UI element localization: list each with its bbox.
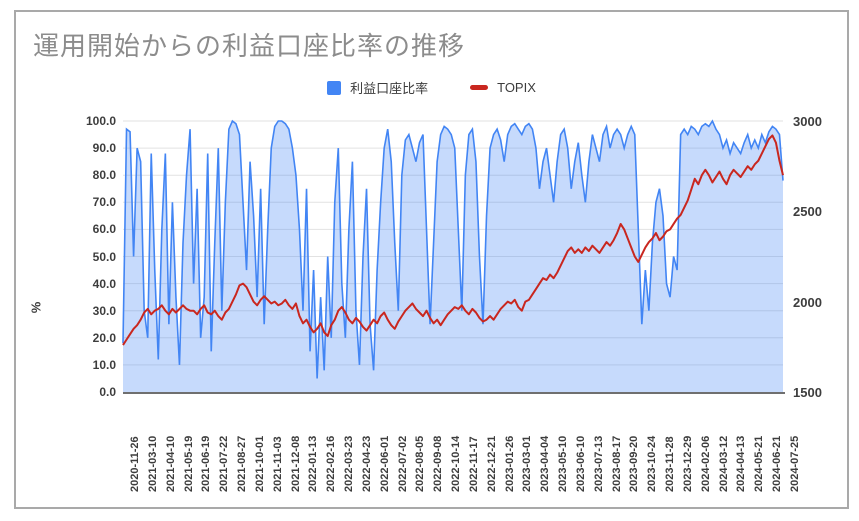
blue-square-swatch-icon <box>327 80 342 95</box>
x-axis-tick-2022-04-23: 2022-04-23 <box>360 435 373 492</box>
legend: 利益口座比率 TOPIX <box>16 78 847 97</box>
left-axis-tick-40.0: 40.0 <box>92 276 116 291</box>
left-axis-title: % <box>28 301 44 314</box>
legend-item-topix: TOPIX <box>470 80 536 95</box>
x-axis-tick-2022-06-01: 2022-06-01 <box>378 435 391 492</box>
x-axis-tick-2022-12-21: 2022-12-21 <box>485 435 498 492</box>
x-axis-tick-2023-07-13: 2023-07-13 <box>592 435 605 492</box>
left-axis-tick-10.0: 10.0 <box>92 357 116 372</box>
legend-label-topix: TOPIX <box>497 80 536 95</box>
left-axis-tick-50.0: 50.0 <box>92 249 116 264</box>
left-axis-tick-100.0: 100.0 <box>85 114 116 128</box>
profit-ratio-line <box>122 119 784 379</box>
x-axis-tick-2022-09-08: 2022-09-08 <box>432 435 445 492</box>
left-axis-tick-60.0: 60.0 <box>92 222 116 237</box>
x-axis-tick-2024-03-12: 2024-03-12 <box>717 435 730 492</box>
x-axis-tick-2023-06-10: 2023-06-10 <box>574 435 587 492</box>
right-axis-tick-2000: 2000 <box>793 294 822 310</box>
left-axis-tick-90.0: 90.0 <box>92 141 116 156</box>
x-axis-tick-2023-01-26: 2023-01-26 <box>503 435 516 492</box>
x-axis-tick-2024-05-21: 2024-05-21 <box>753 435 766 492</box>
x-axis-tick-2022-01-13: 2022-01-13 <box>307 435 320 492</box>
left-axis-tick-70.0: 70.0 <box>92 195 116 210</box>
x-axis-tick-2023-03-01: 2023-03-01 <box>521 435 534 492</box>
topix-line <box>122 134 784 346</box>
x-axis-tick-2022-02-16: 2022-02-16 <box>325 435 338 492</box>
x-axis-tick-2022-08-05: 2022-08-05 <box>414 435 427 492</box>
x-axis-tick-2022-10-14: 2022-10-14 <box>450 435 463 492</box>
x-axis-tick-2023-09-20: 2023-09-20 <box>628 435 641 492</box>
right-axis-tick-1500: 1500 <box>793 385 822 400</box>
x-axis-tick-2021-11-03: 2021-11-03 <box>271 436 284 492</box>
chart-card: 運用開始からの利益口座比率の推移 利益口座比率 TOPIX % 100.0 90.… <box>14 10 849 509</box>
legend-label-profit-ratio: 利益口座比率 <box>350 81 429 96</box>
right-axis-tick-2500: 2500 <box>793 204 822 220</box>
x-axis-tick-2021-06-19: 2021-06-19 <box>200 435 213 492</box>
x-axis-baseline <box>123 392 785 394</box>
right-axis-tick-3000: 3000 <box>793 114 822 129</box>
red-dash-swatch-icon <box>470 85 489 90</box>
legend-item-profit-ratio: 利益口座比率 <box>327 78 428 97</box>
x-axis-tick-2022-03-23: 2022-03-23 <box>343 435 356 492</box>
x-axis-tick-2023-04-04: 2023-04-04 <box>539 435 552 492</box>
left-axis-tick-20.0: 20.0 <box>92 330 116 345</box>
x-axis-tick-2022-11-17: 2022-11-17 <box>467 436 480 492</box>
x-axis-tick-2021-04-10: 2021-04-10 <box>164 435 177 492</box>
left-axis-tick-0.0: 0.0 <box>99 385 116 399</box>
x-axis-tick-2023-10-24: 2023-10-24 <box>646 435 659 492</box>
chart-title: 運用開始からの利益口座比率の推移 <box>33 31 466 61</box>
x-axis-tick-2023-05-10: 2023-05-10 <box>557 435 570 492</box>
x-axis-tick-2022-07-02: 2022-07-02 <box>396 435 409 492</box>
x-axis-tick-2021-05-19: 2021-05-19 <box>182 435 195 492</box>
x-axis-tick-2023-11-28: 2023-11-28 <box>664 436 677 492</box>
x-axis-tick-2023-12-29: 2023-12-29 <box>681 435 694 492</box>
x-axis-tick-2024-06-21: 2024-06-21 <box>771 435 784 492</box>
x-axis-tick-2021-10-01: 2021-10-01 <box>253 435 266 492</box>
x-axis-tick-2021-03-10: 2021-03-10 <box>146 435 159 492</box>
plot-area <box>122 119 784 392</box>
x-axis-tick-2023-08-17: 2023-08-17 <box>610 435 623 492</box>
left-axis-tick-30.0: 30.0 <box>92 303 116 318</box>
x-axis-tick-2024-04-13: 2024-04-13 <box>735 435 748 492</box>
x-axis-tick-2021-08-27: 2021-08-27 <box>236 435 249 492</box>
x-axis-tick-2020-11-26: 2020-11-26 <box>129 436 141 492</box>
profit-ratio-area <box>123 121 783 392</box>
x-axis-tick-2024-02-06: 2024-02-06 <box>699 435 712 492</box>
left-axis-tick-80.0: 80.0 <box>92 168 116 183</box>
x-axis-tick-2024-07-25: 2024-07-25 <box>789 435 801 492</box>
x-axis-tick-2021-12-08: 2021-12-08 <box>289 435 302 492</box>
x-axis-tick-2021-07-22: 2021-07-22 <box>218 435 231 492</box>
